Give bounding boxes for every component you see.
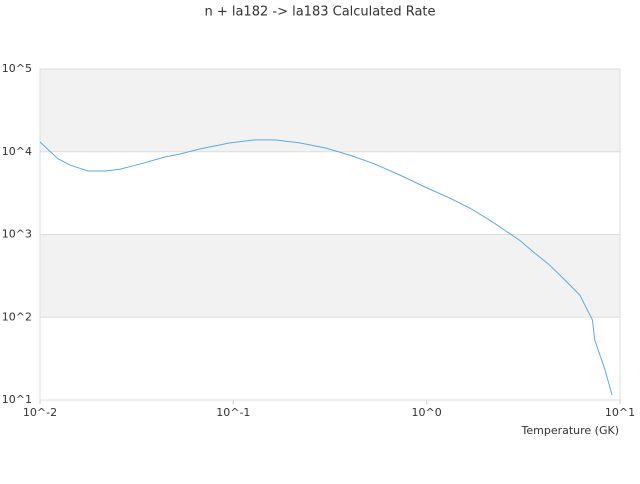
y-tick-label: 10^4 (2, 145, 32, 158)
plot-frame (39, 68, 621, 401)
y-tick-label: 10^5 (2, 62, 32, 75)
marks (39, 139, 613, 396)
y-tick-label: 10^2 (2, 310, 32, 323)
x-tick-label: 10^1 (605, 406, 635, 419)
bands (40, 69, 620, 318)
x-axis-label: Temperature (GK) (521, 424, 620, 437)
band (40, 69, 620, 152)
x-tick-label: 10^-2 (23, 406, 57, 419)
series-line (39, 139, 613, 396)
y-tick-label: 10^1 (2, 393, 32, 406)
chart-title: n + la182 -> la183 Calculated Rate (204, 5, 435, 20)
y-tick-label: 10^3 (2, 228, 32, 241)
x-tick-label: 10^0 (412, 406, 442, 419)
x-tick-label: 10^-1 (216, 406, 250, 419)
band (40, 234, 620, 318)
